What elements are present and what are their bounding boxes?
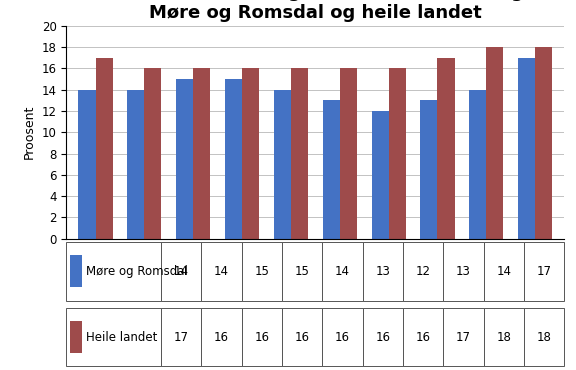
Text: 17: 17 — [456, 331, 471, 344]
Bar — [282, 242, 323, 300]
Bar — [201, 242, 241, 300]
Bar — [363, 308, 403, 366]
Text: 14: 14 — [173, 265, 188, 278]
Bar — [444, 242, 484, 300]
Bar — [323, 100, 340, 239]
Bar — [282, 308, 323, 366]
Text: 18: 18 — [537, 331, 552, 344]
Bar — [241, 308, 282, 366]
Text: 15: 15 — [295, 265, 309, 278]
Bar — [70, 321, 82, 353]
Bar — [486, 47, 503, 239]
Text: Heile landet: Heile landet — [86, 331, 157, 344]
Bar — [242, 68, 259, 239]
Title: Prosentdel 18-åringar utan karieserfaring,
Møre og Romsdal og heile landet: Prosentdel 18-åringar utan karieserfarin… — [100, 0, 530, 21]
Bar — [389, 68, 406, 239]
Bar — [66, 308, 161, 366]
Bar — [241, 242, 282, 300]
Bar — [444, 308, 484, 366]
Bar — [274, 90, 291, 239]
Bar — [176, 79, 193, 239]
Bar — [420, 100, 438, 239]
Text: 13: 13 — [376, 265, 391, 278]
Bar — [127, 90, 145, 239]
Text: 16: 16 — [295, 331, 310, 344]
Text: 15: 15 — [255, 265, 269, 278]
Bar — [225, 79, 242, 239]
Bar — [70, 255, 82, 287]
Bar — [161, 308, 201, 366]
Text: 16: 16 — [376, 331, 391, 344]
Text: 14: 14 — [214, 265, 229, 278]
Text: 16: 16 — [214, 331, 229, 344]
Bar — [96, 58, 113, 239]
Text: 14: 14 — [335, 265, 350, 278]
Text: 17: 17 — [537, 265, 552, 278]
Bar — [291, 68, 308, 239]
Bar — [484, 308, 524, 366]
Bar — [193, 68, 210, 239]
Bar — [161, 242, 201, 300]
Y-axis label: Proosent: Proosent — [23, 105, 36, 159]
Bar — [403, 242, 444, 300]
Bar — [78, 90, 96, 239]
Bar — [484, 242, 524, 300]
Bar — [518, 58, 535, 239]
Bar — [323, 308, 363, 366]
Text: 12: 12 — [416, 265, 431, 278]
Bar — [66, 242, 161, 300]
Text: 16: 16 — [335, 331, 350, 344]
Text: 17: 17 — [173, 331, 188, 344]
Text: 14: 14 — [497, 265, 511, 278]
Text: 13: 13 — [456, 265, 471, 278]
Bar — [524, 242, 564, 300]
Bar — [535, 47, 552, 239]
Text: 16: 16 — [416, 331, 431, 344]
Bar — [340, 68, 357, 239]
Bar — [372, 111, 389, 239]
Text: Møre og Romsdal: Møre og Romsdal — [86, 265, 188, 278]
Text: 18: 18 — [497, 331, 511, 344]
Text: 16: 16 — [254, 331, 270, 344]
Bar — [201, 308, 241, 366]
Bar — [363, 242, 403, 300]
Bar — [524, 308, 564, 366]
Bar — [145, 68, 161, 239]
Bar — [438, 58, 454, 239]
Bar — [469, 90, 486, 239]
Bar — [323, 242, 363, 300]
Bar — [403, 308, 444, 366]
